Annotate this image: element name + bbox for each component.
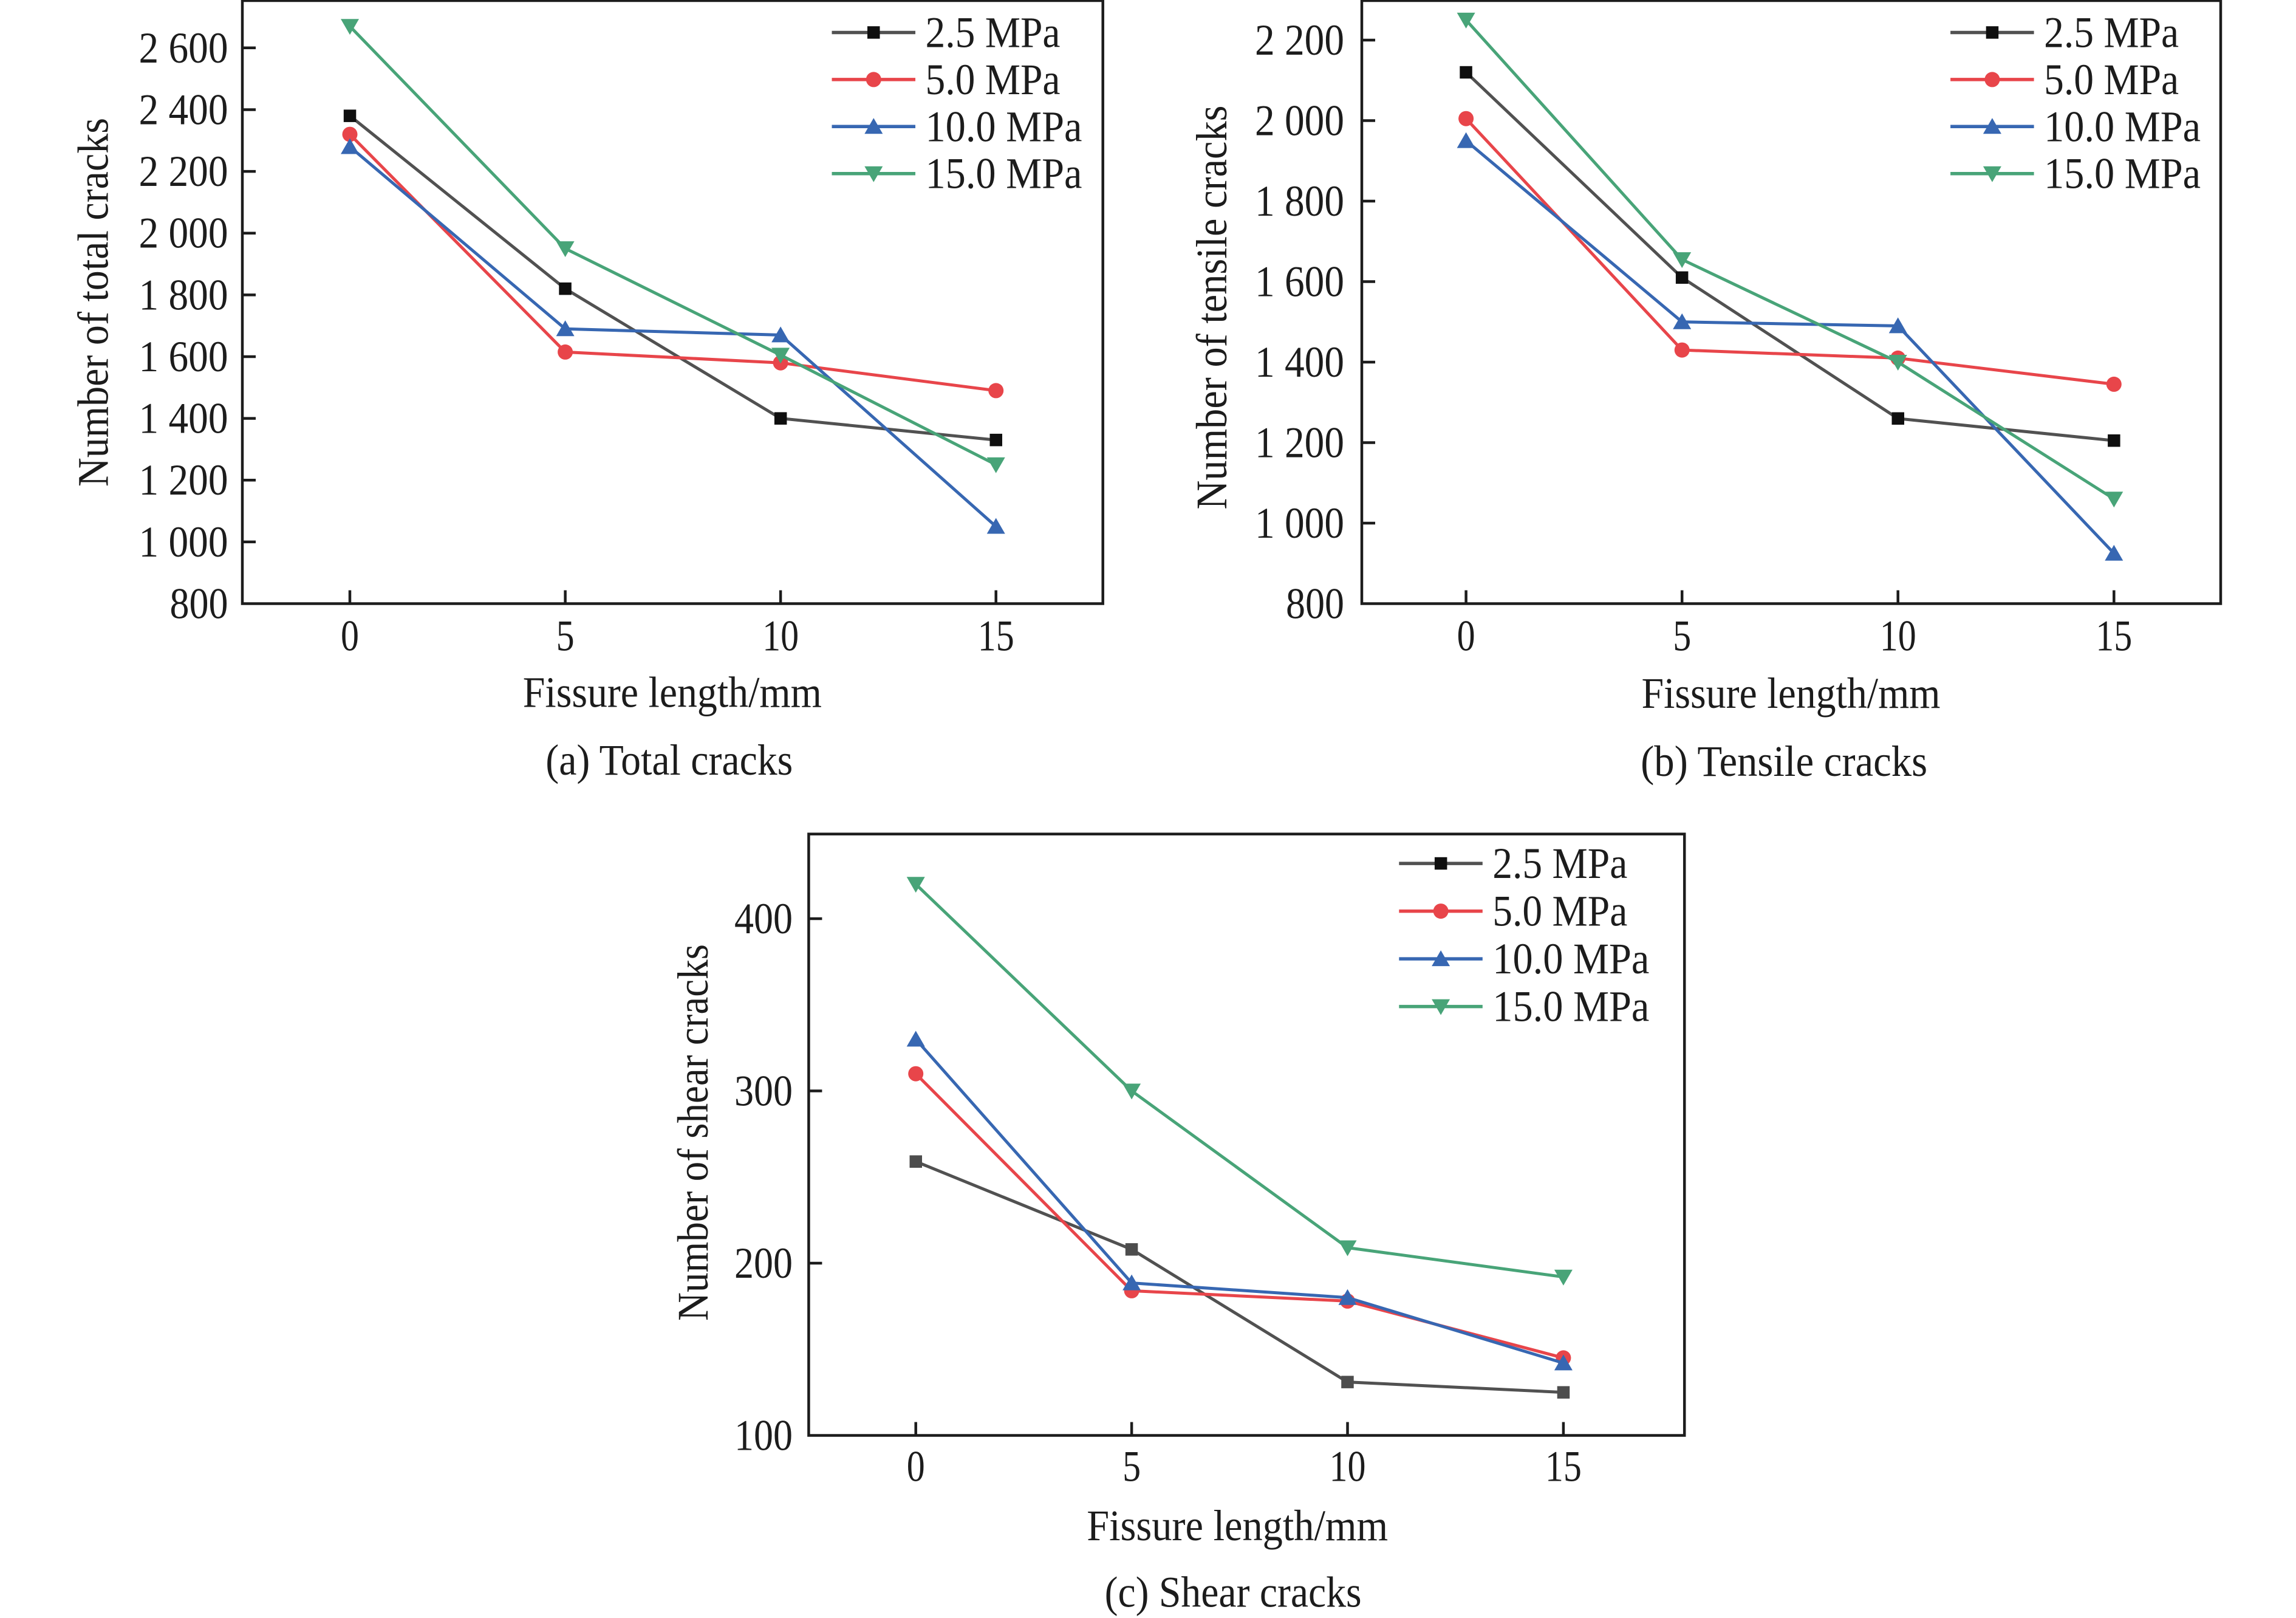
svg-text:Fissure length/mm: Fissure length/mm <box>1642 669 1941 718</box>
svg-text:15: 15 <box>978 612 1014 660</box>
svg-text:2 600: 2 600 <box>139 24 228 72</box>
svg-text:Number of total cracks: Number of total cracks <box>69 118 118 487</box>
svg-text:5.0 MPa: 5.0 MPa <box>2044 55 2179 104</box>
svg-text:1 800: 1 800 <box>1255 177 1344 225</box>
svg-text:800: 800 <box>170 580 228 628</box>
svg-text:10.0 MPa: 10.0 MPa <box>1492 934 1649 983</box>
svg-text:300: 300 <box>734 1067 793 1116</box>
svg-text:1 800: 1 800 <box>139 270 228 319</box>
svg-text:Number of tensile cracks: Number of tensile cracks <box>1187 106 1236 510</box>
svg-text:0: 0 <box>907 1442 925 1490</box>
svg-text:5: 5 <box>1122 1442 1141 1490</box>
svg-text:15.0 MPa: 15.0 MPa <box>2044 149 2201 198</box>
svg-text:0: 0 <box>1457 612 1475 660</box>
svg-text:1 000: 1 000 <box>1255 499 1344 547</box>
svg-text:5.0 MPa: 5.0 MPa <box>1492 887 1627 936</box>
svg-text:1 400: 1 400 <box>139 394 228 443</box>
svg-text:2.5 MPa: 2.5 MPa <box>1492 839 1627 888</box>
svg-text:Fissure length/mm: Fissure length/mm <box>1087 1501 1388 1550</box>
svg-text:1 400: 1 400 <box>1255 338 1344 386</box>
svg-text:10: 10 <box>1880 612 1916 660</box>
svg-text:10: 10 <box>762 612 799 660</box>
svg-text:5: 5 <box>556 612 575 660</box>
svg-text:15: 15 <box>1545 1442 1582 1490</box>
svg-text:100: 100 <box>734 1411 793 1460</box>
svg-text:1 000: 1 000 <box>139 518 228 566</box>
svg-text:800: 800 <box>1286 580 1344 628</box>
svg-text:200: 200 <box>734 1239 793 1287</box>
svg-text:2 400: 2 400 <box>139 86 228 134</box>
svg-text:2 200: 2 200 <box>1255 16 1344 64</box>
svg-text:15.0 MPa: 15.0 MPa <box>1492 982 1649 1031</box>
svg-text:10.0 MPa: 10.0 MPa <box>926 102 1082 151</box>
svg-text:(a) Total cracks: (a) Total cracks <box>545 736 793 784</box>
svg-text:(c) Shear cracks: (c) Shear cracks <box>1105 1568 1362 1617</box>
svg-text:2.5 MPa: 2.5 MPa <box>926 9 1061 57</box>
svg-text:1 200: 1 200 <box>139 456 228 504</box>
svg-text:2 000: 2 000 <box>139 209 228 258</box>
svg-text:15: 15 <box>2096 612 2132 660</box>
svg-text:1 200: 1 200 <box>1255 419 1344 467</box>
svg-text:1 600: 1 600 <box>139 332 228 381</box>
svg-text:Fissure length/mm: Fissure length/mm <box>523 668 822 717</box>
svg-text:15.0 MPa: 15.0 MPa <box>926 149 1082 198</box>
svg-text:2 200: 2 200 <box>139 147 228 196</box>
svg-text:1 600: 1 600 <box>1255 258 1344 306</box>
svg-text:400: 400 <box>734 894 793 943</box>
svg-text:5.0 MPa: 5.0 MPa <box>926 55 1061 104</box>
svg-text:5: 5 <box>1673 612 1691 660</box>
svg-text:2 000: 2 000 <box>1255 97 1344 145</box>
svg-text:0: 0 <box>341 612 359 660</box>
svg-text:10.0 MPa: 10.0 MPa <box>2044 102 2201 151</box>
svg-text:10: 10 <box>1330 1442 1366 1490</box>
svg-text:(b) Tensile cracks: (b) Tensile cracks <box>1641 737 1927 786</box>
svg-text:2.5 MPa: 2.5 MPa <box>2044 9 2179 57</box>
svg-text:Number of shear cracks: Number of shear cracks <box>669 944 717 1321</box>
